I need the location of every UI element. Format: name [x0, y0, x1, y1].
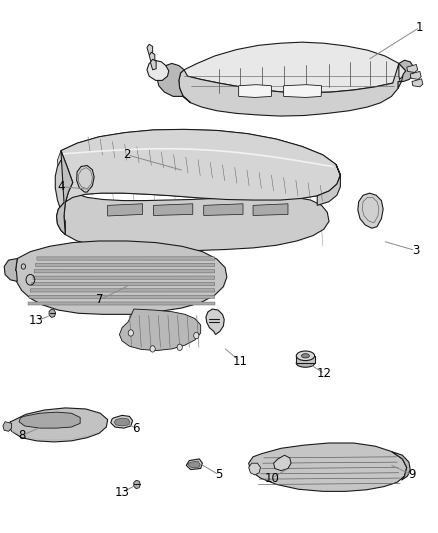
Polygon shape: [410, 71, 421, 79]
Text: 11: 11: [233, 354, 247, 368]
Ellipse shape: [301, 354, 309, 358]
Polygon shape: [15, 241, 227, 314]
Polygon shape: [204, 204, 243, 215]
Polygon shape: [120, 309, 201, 351]
Polygon shape: [407, 64, 418, 72]
Polygon shape: [180, 42, 406, 93]
Text: 12: 12: [317, 367, 332, 381]
Polygon shape: [179, 63, 400, 116]
Polygon shape: [317, 165, 340, 205]
Text: 10: 10: [265, 472, 280, 484]
Text: 7: 7: [96, 293, 104, 306]
Polygon shape: [32, 282, 215, 286]
Text: 2: 2: [124, 148, 131, 161]
Polygon shape: [412, 79, 423, 87]
Polygon shape: [30, 289, 215, 292]
Polygon shape: [392, 451, 410, 480]
Circle shape: [150, 346, 155, 352]
Text: 6: 6: [132, 422, 140, 435]
Polygon shape: [111, 415, 133, 428]
Text: 9: 9: [408, 469, 416, 481]
Polygon shape: [147, 60, 169, 80]
Polygon shape: [55, 160, 329, 251]
Polygon shape: [77, 165, 94, 192]
Polygon shape: [114, 418, 130, 426]
Polygon shape: [12, 427, 106, 440]
Polygon shape: [33, 276, 215, 279]
Polygon shape: [19, 412, 80, 428]
Polygon shape: [253, 204, 288, 215]
Polygon shape: [9, 408, 108, 442]
Polygon shape: [4, 259, 17, 281]
Polygon shape: [284, 85, 321, 98]
Polygon shape: [134, 480, 141, 489]
Polygon shape: [186, 459, 202, 470]
Polygon shape: [187, 461, 200, 468]
Polygon shape: [108, 204, 143, 216]
Polygon shape: [49, 309, 56, 318]
Circle shape: [194, 333, 199, 339]
Polygon shape: [296, 356, 314, 364]
Text: 13: 13: [29, 314, 44, 327]
Circle shape: [177, 344, 182, 351]
Polygon shape: [29, 295, 215, 298]
Polygon shape: [239, 85, 272, 98]
Polygon shape: [274, 455, 291, 471]
Polygon shape: [157, 63, 191, 103]
Polygon shape: [35, 263, 215, 266]
Text: 8: 8: [18, 429, 25, 442]
Polygon shape: [34, 270, 215, 273]
Text: 5: 5: [215, 469, 223, 481]
Polygon shape: [149, 52, 155, 63]
Ellipse shape: [296, 351, 314, 361]
Polygon shape: [249, 443, 407, 491]
Circle shape: [128, 330, 134, 336]
Text: 13: 13: [115, 486, 130, 499]
Polygon shape: [28, 302, 215, 305]
Polygon shape: [57, 130, 340, 235]
Polygon shape: [147, 44, 152, 55]
Text: 1: 1: [416, 21, 424, 34]
Polygon shape: [398, 60, 414, 88]
Polygon shape: [57, 130, 340, 203]
Polygon shape: [57, 151, 73, 235]
Polygon shape: [153, 204, 193, 215]
Polygon shape: [150, 59, 156, 70]
Text: 4: 4: [57, 180, 65, 193]
Polygon shape: [3, 422, 12, 431]
Text: 3: 3: [412, 244, 419, 257]
Polygon shape: [358, 193, 383, 228]
Polygon shape: [206, 309, 224, 335]
Ellipse shape: [296, 359, 314, 367]
Polygon shape: [37, 257, 215, 260]
Polygon shape: [249, 463, 261, 475]
